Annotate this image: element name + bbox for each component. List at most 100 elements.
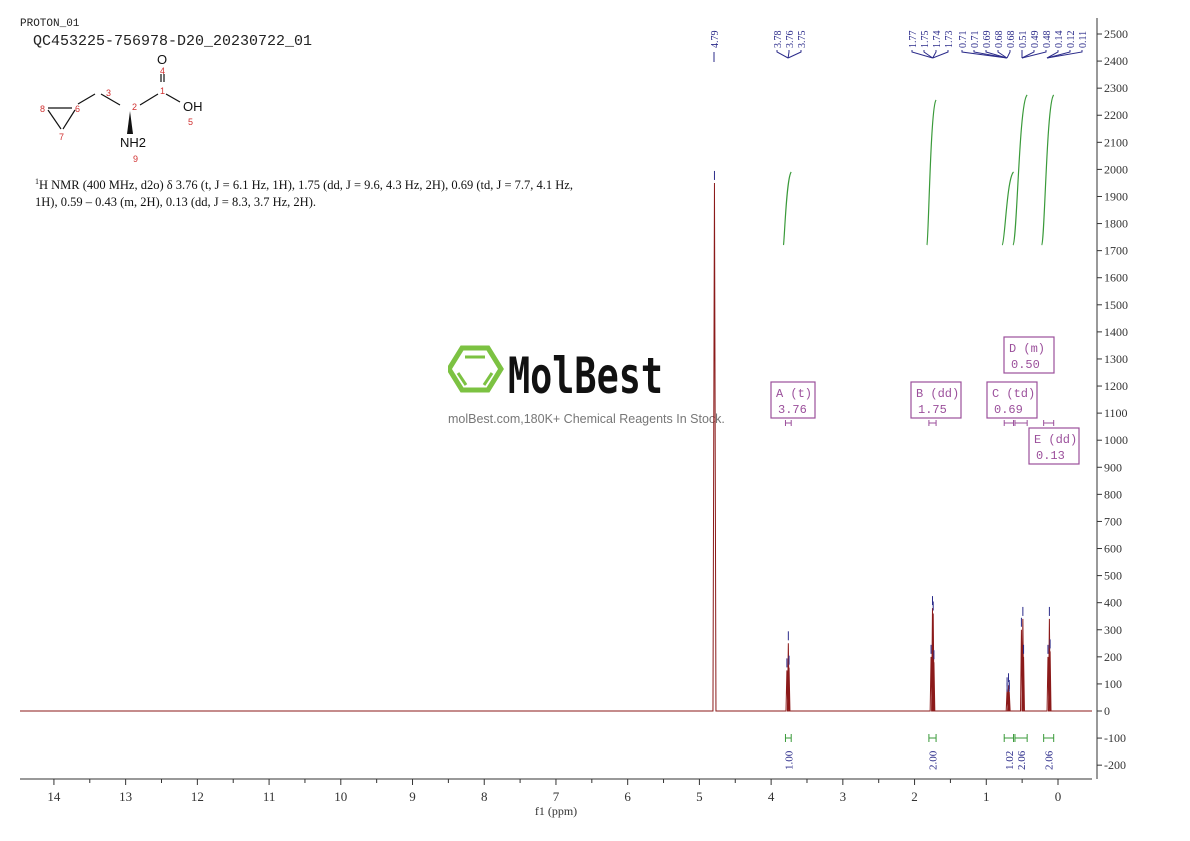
multiplet-shift: 0.69 [994, 403, 1023, 417]
peak-label: 4.79 [710, 31, 721, 49]
y-tick-label: 600 [1104, 542, 1122, 556]
experiment-name: PROTON_01 [20, 18, 80, 30]
multiplet-label: E (dd) [1034, 433, 1077, 447]
description-text: H NMR (400 MHz, d2o) δ 3.76 (t, J = 6.1 … [35, 178, 573, 210]
integral-range-bar [1043, 734, 1055, 742]
peak-label-connector [911, 50, 933, 59]
peak-label: 0.12 [1066, 31, 1077, 49]
y-tick-label: -100 [1104, 731, 1126, 745]
x-tick-label: 3 [840, 789, 847, 804]
x-tick-label: 9 [409, 789, 416, 804]
atom-number: 7 [59, 132, 64, 142]
y-tick-label: 1800 [1104, 217, 1128, 231]
y-tick-label: 200 [1104, 650, 1122, 664]
peak-label: 1.77 [908, 31, 919, 49]
integral-curve [1012, 94, 1028, 246]
y-tick-label: 1900 [1104, 189, 1128, 203]
peak-label: 0.71 [958, 31, 969, 49]
peak-label: 0.68 [994, 31, 1005, 49]
multiplet-box-a: A (t) 3.76 [770, 381, 816, 419]
atom-number: 6 [75, 104, 80, 114]
peak-label-connector [1046, 50, 1083, 59]
x-axis-label: f1 (ppm) [535, 804, 577, 818]
y-tick-label: 300 [1104, 623, 1122, 637]
y-tick-label: 500 [1104, 569, 1122, 583]
integral-value: 1.02 [1004, 751, 1016, 770]
multiplet-shift: 0.13 [1036, 449, 1065, 463]
y-tick-label: 1600 [1104, 271, 1128, 285]
multiplet-box-frame [770, 381, 816, 419]
peak-label-connector [1046, 50, 1071, 59]
multiplet-box-c: C (td) 0.69 [986, 381, 1038, 419]
y-tick-label: 1400 [1104, 325, 1128, 339]
peak-label: 3.76 [785, 31, 796, 49]
peak-label-connector [1021, 50, 1047, 59]
multiplet-box-e: E (dd) 0.13 [1028, 427, 1080, 465]
y-tick-label: 2000 [1104, 162, 1128, 176]
x-tick-label: 8 [481, 789, 488, 804]
atom-nh2: NH2 [120, 135, 146, 150]
peak-label: 0.69 [982, 31, 993, 49]
y-tick-label: 100 [1104, 677, 1122, 691]
y-tick-label: 2400 [1104, 54, 1128, 68]
hexagon-logo-icon [448, 345, 504, 393]
x-tick-label: 11 [263, 789, 276, 804]
multiplet-box-frame [1003, 336, 1055, 374]
peak-label-connector [1046, 50, 1059, 59]
peak-label: 0.11 [1078, 31, 1089, 48]
x-tick-label: 10 [334, 789, 347, 804]
y-tick-label: 0 [1104, 704, 1110, 718]
y-tick-label: 2500 [1104, 27, 1128, 41]
peak-label: 1.75 [920, 31, 931, 49]
x-tick-label: 7 [553, 789, 560, 804]
multiplet-shift: 3.76 [778, 403, 807, 417]
multiplet-box-frame [1028, 427, 1080, 465]
atom-number: 5 [188, 117, 193, 127]
atom-number: 1 [160, 86, 165, 96]
molecule-structure: O OH NH2 1 2 3 4 5 6 7 8 9 [40, 52, 203, 164]
integral-range-bar [784, 734, 792, 742]
integral-range-bar [1003, 734, 1015, 742]
multiplet-range-bar [1014, 420, 1028, 426]
peak-label-connector [973, 50, 1008, 59]
multiplet-label: C (td) [992, 387, 1035, 401]
peak-label: 0.51 [1018, 31, 1029, 49]
description-sup: 1 [35, 177, 39, 186]
multiplet-range-bar [1003, 420, 1015, 426]
multiplet-box-frame [910, 381, 962, 419]
peak-label-connector [961, 50, 1008, 59]
y-tick-label: 2100 [1104, 135, 1128, 149]
peak-label-connector [932, 50, 937, 59]
x-tick-label: 2 [911, 789, 918, 804]
peak-label: 1.74 [932, 31, 943, 49]
x-tick-label: 12 [191, 789, 204, 804]
y-tick-label: 2200 [1104, 108, 1128, 122]
x-tick-label: 6 [624, 789, 631, 804]
multiplet-shift: 1.75 [918, 403, 947, 417]
peak-label: 0.49 [1030, 31, 1041, 49]
y-tick-label: 1500 [1104, 298, 1128, 312]
y-tick-label: 1100 [1104, 406, 1128, 420]
multiplet-shift: 0.50 [1011, 358, 1040, 372]
y-tick-label: 700 [1104, 514, 1122, 528]
multiplet-label: B (dd) [916, 387, 959, 401]
integral-value: 1.00 [783, 750, 795, 770]
y-tick-label: 900 [1104, 460, 1122, 474]
y-tick-label: 1700 [1104, 244, 1128, 258]
atom-number: 3 [106, 88, 111, 98]
y-tick-label: 1000 [1104, 433, 1128, 447]
peak-label-connector [787, 50, 802, 59]
peak-label: 1.73 [944, 31, 955, 49]
y-tick-label: 1200 [1104, 379, 1128, 393]
multiplet-range-bar [928, 420, 937, 426]
x-tick-label: 5 [696, 789, 703, 804]
nmr-description: 1H NMR (400 MHz, d2o) δ 3.76 (t, J = 6.1… [35, 173, 595, 211]
multiplet-label: A (t) [776, 387, 812, 401]
multiplet-range-bar [784, 420, 792, 426]
multiplet-label: D (m) [1009, 342, 1045, 356]
peak-label: 3.78 [773, 31, 784, 49]
peak-label-connector [1006, 50, 1011, 59]
peak-label-connector [1021, 50, 1035, 59]
x-tick-label: 14 [47, 789, 61, 804]
